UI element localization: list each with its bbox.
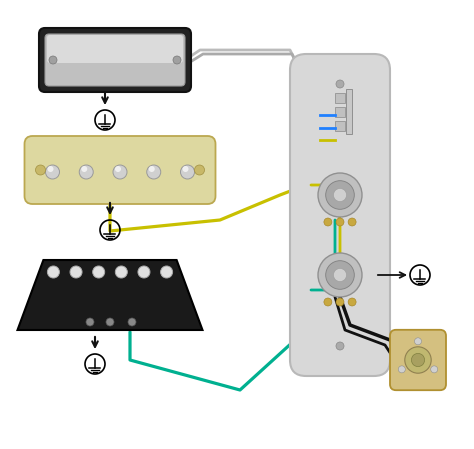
Circle shape (194, 165, 204, 175)
Circle shape (161, 266, 173, 278)
Circle shape (93, 266, 105, 278)
Circle shape (128, 318, 136, 326)
Circle shape (324, 298, 332, 306)
Circle shape (348, 218, 356, 226)
Polygon shape (18, 260, 202, 330)
Circle shape (336, 298, 344, 306)
Circle shape (336, 80, 344, 88)
Circle shape (115, 166, 121, 172)
Circle shape (47, 166, 54, 172)
Circle shape (181, 165, 194, 179)
Circle shape (70, 266, 82, 278)
Circle shape (106, 318, 114, 326)
FancyBboxPatch shape (25, 136, 216, 204)
FancyBboxPatch shape (390, 330, 446, 390)
Circle shape (46, 165, 60, 179)
Circle shape (336, 342, 344, 350)
Circle shape (333, 189, 346, 202)
Circle shape (36, 165, 46, 175)
Circle shape (79, 165, 93, 179)
Circle shape (149, 166, 155, 172)
Circle shape (86, 318, 94, 326)
Circle shape (318, 173, 362, 217)
FancyBboxPatch shape (39, 28, 191, 92)
Bar (346, 89, 352, 134)
Circle shape (81, 166, 87, 172)
FancyBboxPatch shape (45, 34, 185, 86)
Circle shape (431, 366, 438, 373)
Circle shape (324, 218, 332, 226)
Circle shape (326, 261, 354, 289)
Circle shape (147, 165, 161, 179)
Circle shape (115, 266, 128, 278)
Circle shape (49, 56, 57, 64)
Bar (335, 107, 345, 117)
Circle shape (113, 165, 127, 179)
Circle shape (318, 253, 362, 297)
Circle shape (405, 347, 431, 373)
Bar (335, 121, 345, 131)
Circle shape (138, 266, 150, 278)
FancyBboxPatch shape (47, 35, 183, 63)
Circle shape (336, 218, 344, 226)
Bar (335, 93, 345, 103)
Circle shape (173, 56, 181, 64)
Circle shape (182, 166, 189, 172)
Circle shape (333, 269, 346, 282)
Circle shape (414, 338, 421, 345)
Circle shape (326, 180, 354, 209)
Circle shape (348, 298, 356, 306)
Circle shape (411, 353, 425, 366)
Circle shape (398, 366, 405, 373)
FancyBboxPatch shape (290, 54, 390, 376)
Circle shape (47, 266, 59, 278)
